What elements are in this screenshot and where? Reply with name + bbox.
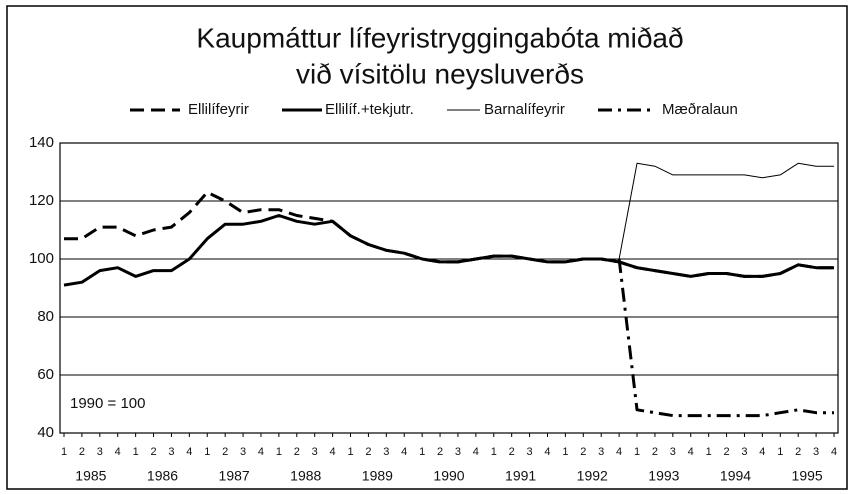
legend-label: Ellilífeyrir [188, 101, 249, 118]
year-label: 1988 [290, 468, 321, 484]
x-tick-label: 1 [562, 446, 568, 458]
x-tick-label: 4 [831, 446, 837, 458]
x-tick-label: 2 [150, 446, 156, 458]
x-tick-label: 1 [204, 446, 210, 458]
series-line [618, 162, 834, 260]
chart-title: Kaupmáttur lífeyristryggingabóta miðað [196, 22, 683, 53]
x-tick-label: 4 [759, 446, 765, 458]
year-label: 1995 [792, 468, 823, 484]
x-tick-label: 2 [365, 446, 371, 458]
x-tick-label: 2 [509, 446, 515, 458]
year-label: 1994 [720, 468, 751, 484]
year-label: 1992 [577, 468, 608, 484]
x-tick-label: 3 [168, 446, 174, 458]
x-tick-label: 1 [133, 446, 139, 458]
y-tick-label: 60 [37, 366, 54, 383]
x-tick-label: 3 [527, 446, 533, 458]
y-tick-label: 40 [37, 424, 54, 441]
outer-frame [6, 5, 848, 490]
y-tick-label: 100 [29, 250, 54, 267]
x-tick-label: 2 [652, 446, 658, 458]
year-label: 1991 [505, 468, 536, 484]
series-line [63, 214, 834, 287]
x-tick-label: 2 [723, 446, 729, 458]
x-tick-label: 1 [491, 446, 497, 458]
x-tick-label: 3 [383, 446, 389, 458]
year-label: 1989 [362, 468, 393, 484]
x-tick-label: 3 [240, 446, 246, 458]
legend-label: Barnalífeyrir [484, 101, 565, 118]
x-tick-label: 3 [813, 446, 819, 458]
x-tick-label: 4 [401, 446, 407, 458]
x-tick-label: 4 [115, 446, 121, 458]
x-tick-label: 4 [616, 446, 622, 458]
x-tick-label: 4 [688, 446, 694, 458]
legend-label: Mæðralaun [662, 101, 738, 118]
x-tick-label: 4 [330, 446, 336, 458]
x-tick-label: 4 [473, 446, 479, 458]
x-tick-label: 1 [634, 446, 640, 458]
year-label: 1990 [433, 468, 464, 484]
x-tick-label: 3 [670, 446, 676, 458]
x-tick-label: 2 [580, 446, 586, 458]
plot-frame [59, 142, 839, 434]
x-tick-label: 4 [258, 446, 264, 458]
y-tick-label: 80 [37, 308, 54, 325]
x-tick-label: 1 [777, 446, 783, 458]
x-tick-label: 2 [437, 446, 443, 458]
x-tick-label: 3 [598, 446, 604, 458]
x-tick-label: 2 [294, 446, 300, 458]
x-tick-label: 3 [741, 446, 747, 458]
x-tick-label: 2 [222, 446, 228, 458]
x-tick-label: 3 [455, 446, 461, 458]
x-tick-label: 4 [544, 446, 550, 458]
x-tick-label: 1 [276, 446, 282, 458]
series-line [617, 258, 834, 418]
x-tick-label: 1 [61, 446, 67, 458]
x-tick-label: 2 [795, 446, 801, 458]
x-tick-label: 1 [347, 446, 353, 458]
y-tick-label: 120 [29, 192, 54, 209]
year-label: 1987 [219, 468, 250, 484]
legend-label: Ellilíf.+tekjutr. [325, 101, 414, 118]
annotation: 1990 = 100 [70, 395, 146, 412]
year-label: 1993 [648, 468, 679, 484]
x-tick-label: 2 [79, 446, 85, 458]
x-tick-label: 1 [419, 446, 425, 458]
year-label: 1986 [147, 468, 178, 484]
x-tick-label: 1 [706, 446, 712, 458]
chart-title: við vísitölu neysluverðs [296, 58, 584, 89]
y-tick-label: 140 [29, 134, 54, 151]
year-label: 1985 [75, 468, 106, 484]
x-tick-label: 3 [312, 446, 318, 458]
x-tick-label: 3 [97, 446, 103, 458]
x-tick-label: 4 [186, 446, 192, 458]
